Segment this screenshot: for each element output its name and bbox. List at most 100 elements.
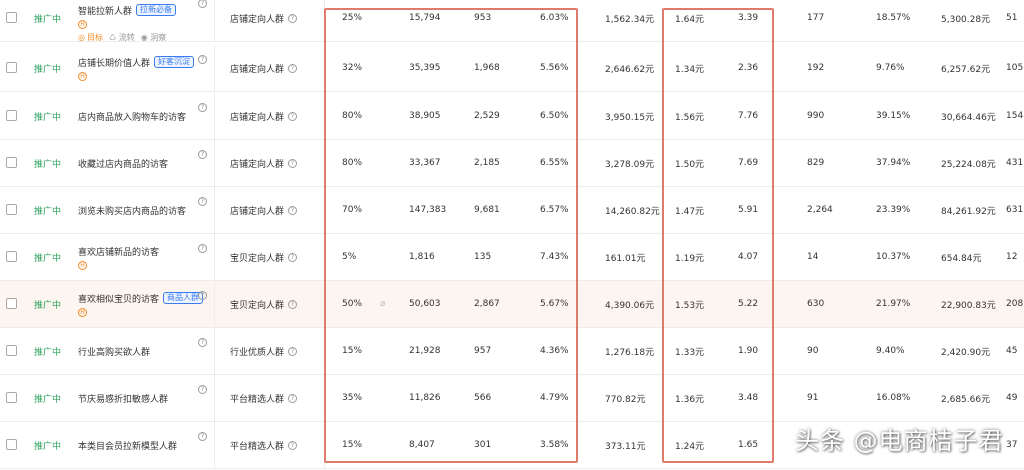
row-checkbox[interactable] <box>6 157 17 168</box>
crowd-name[interactable]: 本类目会员拉新模型人群 <box>78 441 178 452</box>
conversion-rate: 16.08% <box>876 393 911 403</box>
extra-count: 431 <box>1006 158 1024 168</box>
crowd-type: 店铺定向人群? <box>230 0 298 41</box>
row-checkbox[interactable] <box>6 251 17 262</box>
table-row[interactable]: 推广中 浏览未购买店内商品的访客? 店铺定向人群? 70% 147,383 9,681 6.… <box>0 187 1024 234</box>
table-row[interactable]: 推广中 店内商品放入购物车的访客? 店铺定向人群? 80% 38,905 2,529 6.5… <box>0 93 1024 140</box>
question-circle-icon[interactable]: ? <box>198 432 207 441</box>
row-checkbox[interactable] <box>6 12 17 23</box>
row-checkbox[interactable] <box>6 392 17 403</box>
question-circle-icon[interactable]: ? <box>198 150 207 159</box>
paperclip-icon[interactable]: ⌀ <box>380 299 386 309</box>
crowd-name[interactable]: 行业高购买欲人群 <box>78 347 151 358</box>
table-row[interactable]: 推广中 智能拉新人群 拉新必备 H ◎ 目标 ♺ 流转 ◉ 洞察? 店铺定向人群? 25% 15,7… <box>0 0 1024 42</box>
question-circle-icon[interactable]: ? <box>198 291 207 300</box>
crowd-name[interactable]: 浏览未购买店内商品的访客 <box>78 206 187 217</box>
conversion-rate: 23.39% <box>876 205 911 215</box>
table-row[interactable]: 推广中 收藏过店内商品的访客? 店铺定向人群? 80% 33,367 2,185 6.55%… <box>0 140 1024 187</box>
column-divider <box>324 93 325 139</box>
deal-amount: 25,224.08元 <box>941 159 996 170</box>
status-label: 推广中 <box>34 441 62 452</box>
column-divider <box>324 328 325 374</box>
column-divider <box>214 328 215 374</box>
premium-pct[interactable]: 15% <box>342 346 363 356</box>
column-divider <box>214 187 215 233</box>
ctr: 5.56% <box>540 63 569 73</box>
question-circle-icon[interactable]: ? <box>288 205 298 215</box>
question-circle-icon[interactable]: ? <box>198 0 207 8</box>
crowd-type: 店铺定向人群? <box>230 45 298 91</box>
question-circle-icon[interactable]: ? <box>198 103 207 112</box>
status-label: 推广中 <box>34 159 62 170</box>
cost: 770.82元 <box>605 394 646 405</box>
deal-count: 829 <box>807 158 825 168</box>
question-circle-icon[interactable]: ? <box>198 244 207 253</box>
impressions: 11,826 <box>409 393 441 403</box>
table-row[interactable]: 推广中 行业高购买欲人群? 行业优质人群? 15% 21,928 957 4.36% 1,27… <box>0 328 1024 375</box>
question-circle-icon[interactable]: ? <box>288 111 298 121</box>
question-circle-icon[interactable]: ? <box>198 338 207 347</box>
table-row[interactable]: 推广中 喜欢店铺新品的访客 H? 宝贝定向人群? 5% 1,816 135 7.43% 161.… <box>0 234 1024 281</box>
question-circle-icon[interactable]: ? <box>198 197 207 206</box>
deal-count: 2,264 <box>807 205 833 215</box>
extra-count: 51 <box>1006 13 1018 23</box>
premium-pct[interactable]: 25% <box>342 13 363 23</box>
roi: 3.48 <box>738 393 759 403</box>
row-checkbox[interactable] <box>6 345 17 356</box>
crowd-name[interactable]: 收藏过店内商品的访客 <box>78 159 169 170</box>
premium-pct[interactable]: 50% <box>342 299 363 309</box>
premium-pct[interactable]: 70% <box>342 205 363 215</box>
row-checkbox[interactable] <box>6 298 17 309</box>
question-circle-icon[interactable]: ? <box>288 13 298 23</box>
premium-pct[interactable]: 80% <box>342 111 363 121</box>
target-icon: ◎ <box>78 32 85 42</box>
question-circle-icon[interactable]: ? <box>288 63 298 73</box>
crowd-name[interactable]: 智能拉新人群 <box>78 6 133 17</box>
conversion-rate: 37.94% <box>876 158 911 168</box>
crowd-name-block: 店内商品放入购物车的访客 <box>78 93 186 139</box>
crowd-name[interactable]: 店内商品放入购物车的访客 <box>78 112 187 123</box>
cost: 3,278.09元 <box>605 159 655 170</box>
row-checkbox[interactable] <box>6 439 17 450</box>
column-divider <box>214 234 215 280</box>
question-circle-icon[interactable]: ? <box>288 440 298 450</box>
crowd-name[interactable]: 喜欢店铺新品的访客 <box>78 247 160 258</box>
crowd-name[interactable]: 节庆易感折扣敏感人群 <box>78 394 169 405</box>
premium-pct[interactable]: 32% <box>342 63 363 73</box>
row-checkbox[interactable] <box>6 62 17 73</box>
roi: 3.39 <box>738 13 759 23</box>
crowd-name[interactable]: 喜欢相似宝贝的访客 <box>78 294 160 305</box>
crowd-name-block: 喜欢店铺新品的访客 H <box>78 234 159 280</box>
premium-pct[interactable]: 35% <box>342 393 363 403</box>
premium-pct[interactable]: 5% <box>342 252 357 262</box>
premium-pct[interactable]: 80% <box>342 158 363 168</box>
question-circle-icon[interactable]: ? <box>288 252 298 262</box>
clicks: 2,529 <box>474 111 500 121</box>
flow-link[interactable]: ♺ 流转 <box>108 32 135 42</box>
crowd-type: 平台精选人群? <box>230 375 298 421</box>
table-row[interactable]: 推广中 店铺长期价值人群 好客沉淀 H? 店铺定向人群? 32% 35,395 1,968 5.… <box>0 45 1024 92</box>
table-row[interactable]: 推广中 本类目会员拉新模型人群? 平台精选人群? 15% 8,407 301 3.58% 37… <box>0 422 1024 469</box>
column-divider <box>214 0 215 41</box>
insight-link[interactable]: ◉ 洞察 <box>140 32 167 42</box>
question-circle-icon[interactable]: ? <box>288 346 298 356</box>
row-checkbox[interactable] <box>6 204 17 215</box>
question-circle-icon[interactable]: ? <box>288 158 298 168</box>
question-circle-icon[interactable]: ? <box>198 55 207 64</box>
clicks: 957 <box>474 346 492 356</box>
impressions: 50,603 <box>409 299 441 309</box>
row-checkbox[interactable] <box>6 110 17 121</box>
question-circle-icon[interactable]: ? <box>198 385 207 394</box>
target-link[interactable]: ◎ 目标 <box>78 32 103 42</box>
premium-pct[interactable]: 15% <box>342 440 363 450</box>
question-circle-icon[interactable]: ? <box>288 299 298 309</box>
table-row[interactable]: 推广中 喜欢相似宝贝的访客 商品人群 H? 宝贝定向人群? 50% ⌀ 50,603 2,867… <box>0 281 1024 328</box>
deal-amount: 22,900.83元 <box>941 300 996 311</box>
question-circle-icon[interactable]: ? <box>288 393 298 403</box>
cpc: 1.64元 <box>675 14 705 25</box>
crowd-name[interactable]: 店铺长期价值人群 <box>78 58 151 69</box>
column-divider <box>324 281 325 327</box>
deal-amount: 5,300.28元 <box>941 14 991 25</box>
table-row[interactable]: 推广中 节庆易感折扣敏感人群? 平台精选人群? 35% 11,826 566 4.79% 77… <box>0 375 1024 422</box>
cpc: 1.50元 <box>675 159 705 170</box>
